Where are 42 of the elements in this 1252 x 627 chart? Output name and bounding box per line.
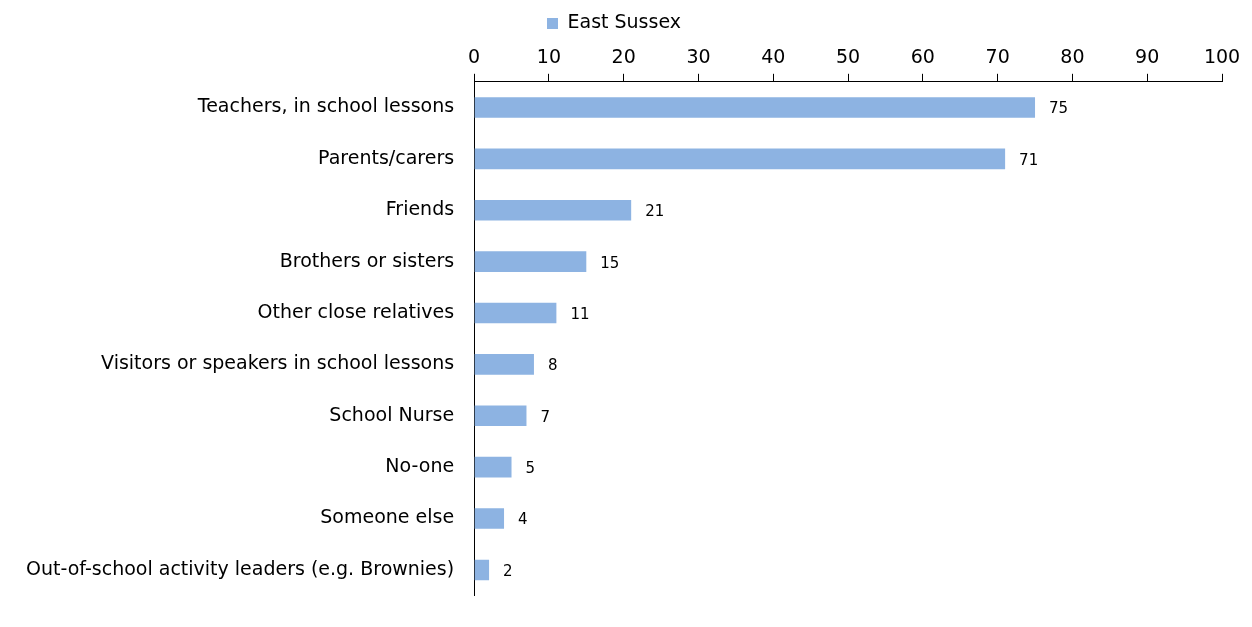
bar xyxy=(474,405,527,427)
bar xyxy=(474,302,557,324)
y-tick-label: Visitors or speakers in school lessons xyxy=(101,351,455,374)
data-label: 4 xyxy=(518,510,528,529)
y-tick-label: Out-of-school activity leaders (e.g. Brownies) xyxy=(26,556,455,579)
data-label: 5 xyxy=(525,459,536,478)
bar xyxy=(474,354,534,375)
data-label: 11 xyxy=(570,304,590,323)
x-tick-label: 0 xyxy=(468,45,481,68)
bar xyxy=(474,456,512,478)
x-tick-label: 10 xyxy=(536,45,561,68)
x-tick-label: 30 xyxy=(686,45,711,68)
x-tick-label: 50 xyxy=(835,45,861,68)
y-tick-label: Other close relatives xyxy=(257,299,455,322)
data-label: 71 xyxy=(1019,150,1039,169)
y-tick-label: Someone else xyxy=(320,505,455,528)
x-tick-label: 40 xyxy=(761,45,786,68)
data-label: 21 xyxy=(645,202,665,221)
x-tick-label: 20 xyxy=(611,45,636,68)
data-label: 75 xyxy=(1049,99,1069,118)
y-tick-label: Brothers or sisters xyxy=(279,248,455,271)
y-tick-label: Friends xyxy=(385,197,455,220)
bar xyxy=(474,508,505,529)
bar xyxy=(474,199,632,221)
y-tick-label: School Nurse xyxy=(329,402,455,425)
bar xyxy=(474,97,1036,118)
legend-label: East Sussex xyxy=(567,10,682,33)
x-tick-label: 80 xyxy=(1060,45,1085,68)
x-tick-label: 100 xyxy=(1203,45,1241,68)
x-tick-label: 60 xyxy=(910,45,935,68)
y-tick-label: Teachers, in school lessons xyxy=(196,94,455,117)
bar xyxy=(474,148,1006,170)
data-label: 8 xyxy=(547,356,558,375)
bar xyxy=(474,251,587,272)
y-tick-label: Parents/carers xyxy=(318,145,455,168)
data-label: 15 xyxy=(600,253,620,272)
data-label: 7 xyxy=(540,407,551,426)
x-tick-label: 90 xyxy=(1135,45,1160,68)
y-tick-label: No-one xyxy=(385,454,455,477)
bar xyxy=(474,559,490,581)
x-tick-label: 70 xyxy=(985,45,1010,68)
data-label: 2 xyxy=(503,561,513,580)
